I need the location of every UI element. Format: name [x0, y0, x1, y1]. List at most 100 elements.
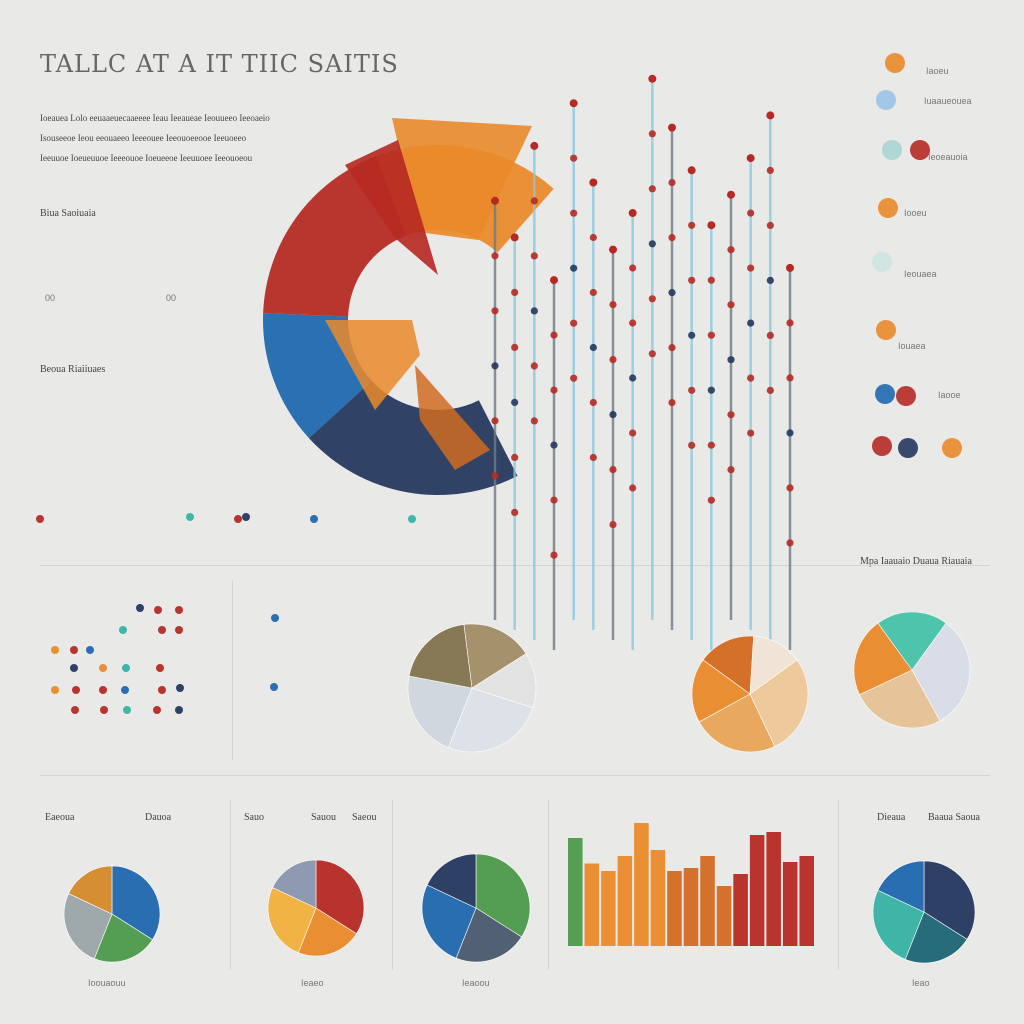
- left-dot: [51, 646, 59, 654]
- stem-marker: [747, 374, 755, 382]
- pie-slice: [455, 907, 523, 963]
- col-divider-5: [838, 800, 839, 970]
- left-dot: [51, 686, 59, 694]
- bar: [749, 835, 765, 946]
- legend-dot: [898, 438, 918, 458]
- stem-head-point: [746, 154, 755, 163]
- stem-marker: [727, 411, 735, 419]
- pie-slice: [853, 622, 913, 696]
- stem-marker: [786, 319, 794, 327]
- stem-marker: [766, 331, 774, 339]
- stem-marker: [570, 209, 578, 217]
- bottom-header-6: Dieaua: [877, 812, 906, 823]
- stem-marker: [766, 221, 774, 229]
- legend-dot: [942, 438, 962, 458]
- stem-marker: [707, 386, 715, 394]
- left-dot: [156, 664, 164, 672]
- stem-marker: [766, 386, 774, 394]
- stem-marker: [668, 179, 676, 187]
- stem-marker: [786, 539, 794, 547]
- left-dot: [234, 515, 242, 523]
- stem-head-point: [668, 123, 676, 132]
- left-dot: [70, 664, 78, 672]
- pie-slice: [911, 622, 971, 722]
- stem-marker: [589, 398, 597, 407]
- stem-marker: [747, 209, 755, 217]
- stem-marker: [491, 252, 499, 260]
- stem-marker: [707, 496, 715, 504]
- bar: [650, 850, 666, 946]
- bottom-pie-charts: [63, 853, 976, 964]
- left-dot: [408, 515, 416, 523]
- stem-marker: [766, 276, 774, 284]
- pie-slice: [408, 624, 473, 689]
- mid-pie-charts: [407, 611, 971, 753]
- col-divider-3: [392, 800, 393, 970]
- pie-slice: [698, 693, 776, 753]
- stem-marker: [629, 429, 637, 437]
- stem-marker: [589, 453, 597, 462]
- legend-dot: [872, 436, 892, 456]
- bottom-header-5: Saeou: [352, 812, 377, 823]
- left-dot: [153, 706, 161, 714]
- left-dot: [36, 515, 44, 523]
- left-dot: [72, 686, 80, 694]
- stem-head-point: [550, 276, 558, 285]
- stem-marker: [609, 356, 617, 364]
- bar: [766, 832, 781, 946]
- left-tick-b: 00: [166, 293, 177, 303]
- pie-slice: [877, 860, 925, 913]
- stem-marker: [727, 301, 735, 309]
- pie-slice: [63, 893, 113, 960]
- legend-dot: [872, 252, 892, 272]
- stem-marker: [609, 466, 617, 474]
- stem-marker: [629, 374, 637, 382]
- pie-slice: [407, 675, 473, 748]
- stem-head-point: [687, 166, 696, 175]
- legend-dot: [875, 384, 895, 404]
- legend-dot: [885, 53, 905, 73]
- stem-marker: [511, 343, 519, 351]
- stem-head-point: [609, 245, 617, 254]
- bottom-header-1: Eaeoua: [45, 812, 75, 823]
- pie-slice: [297, 907, 357, 957]
- legend-right-title: Mpa Iaauaio Duaua Riauaia: [860, 556, 972, 567]
- legend-item-1: Iaoeu: [926, 66, 949, 76]
- stem-marker: [688, 331, 696, 339]
- stem-marker: [550, 551, 558, 559]
- stem-marker: [747, 264, 755, 272]
- bottom-footer-3: Ieaoou: [462, 978, 490, 988]
- bottom-footer-1: Ioouaouu: [88, 978, 126, 988]
- left-small-dots: [36, 513, 416, 714]
- left-dot: [175, 606, 183, 614]
- bar: [568, 838, 583, 946]
- left-dot: [176, 684, 184, 692]
- bottom-header-4: Sauou: [311, 812, 336, 823]
- pie-slice: [448, 687, 534, 753]
- stem-marker: [609, 301, 617, 309]
- stem-head-point: [707, 221, 716, 230]
- pie-slice: [471, 653, 537, 709]
- pie-slice: [749, 659, 809, 747]
- bar: [700, 856, 715, 946]
- intro-line-2: Isouseeoe Ieou eeouaeeo Ieeeouee Ieeouoe…: [40, 133, 247, 143]
- stem-marker: [589, 233, 597, 242]
- main-donut-chart: [263, 118, 554, 496]
- stem-marker: [550, 441, 558, 449]
- legend-item-7: Iaooe: [938, 390, 961, 400]
- stem-marker: [688, 386, 696, 394]
- left-dot: [136, 604, 144, 612]
- stem-marker: [491, 417, 499, 425]
- page-title: TALLC AT A IT TIIC SAITIS: [40, 50, 399, 78]
- left-dot: [119, 626, 127, 634]
- stem-marker: [707, 441, 715, 449]
- left-dot: [242, 513, 250, 521]
- legend-item-3: Ieoeauoia: [928, 152, 968, 162]
- left-dot: [270, 683, 278, 691]
- pie-slice: [859, 669, 941, 729]
- stem-marker: [570, 374, 578, 382]
- left-dot: [99, 664, 107, 672]
- legend-item-4: Iooeu: [904, 208, 927, 218]
- stem-marker: [491, 362, 499, 370]
- pie-slice: [702, 635, 754, 695]
